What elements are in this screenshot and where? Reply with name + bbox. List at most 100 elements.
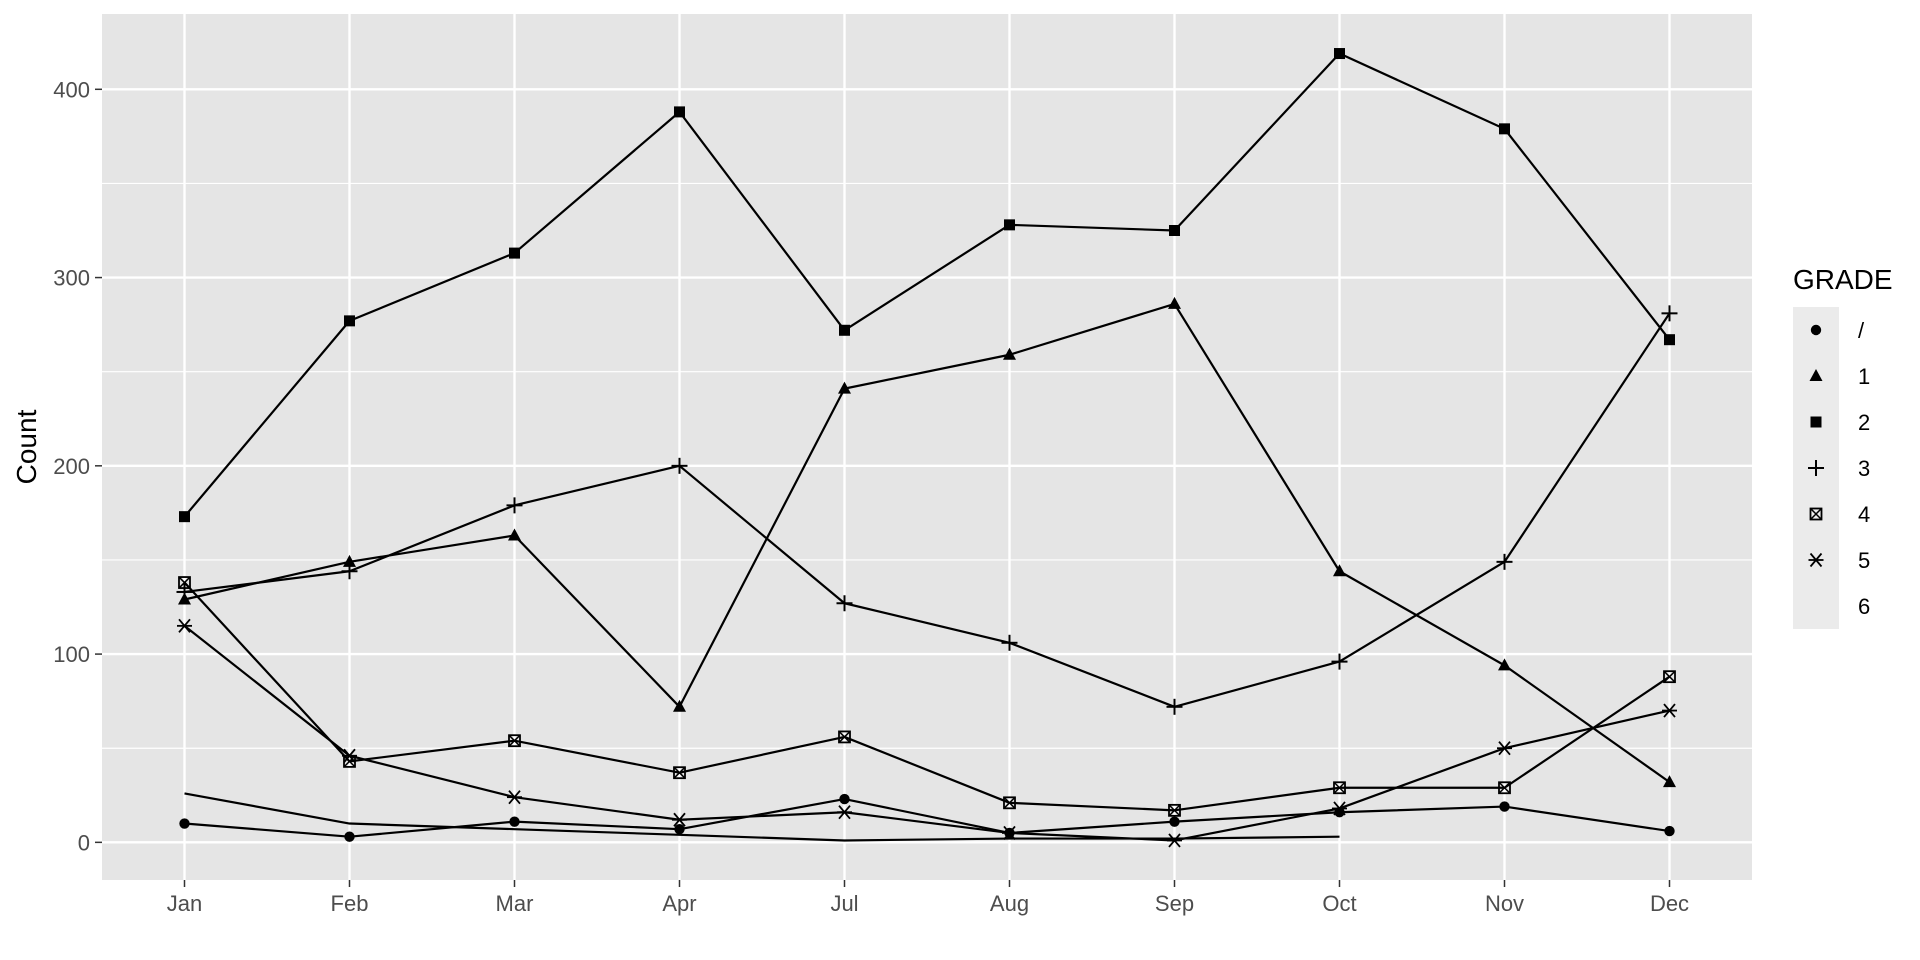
data-point [839, 793, 850, 805]
data-point [1499, 801, 1510, 812]
x-tick-label: Feb [331, 891, 369, 916]
x-tick-label: Mar [496, 891, 534, 916]
data-point [671, 457, 688, 474]
data-point [344, 315, 355, 327]
series-1 [178, 296, 1676, 788]
data-point [509, 247, 520, 259]
data-point [1663, 775, 1676, 788]
series-5 [177, 618, 1677, 848]
y-tick-label: 0 [78, 830, 90, 855]
data-point [179, 511, 190, 523]
data-point [1498, 781, 1511, 795]
data-point [1499, 123, 1510, 135]
data-point [344, 831, 355, 842]
data-point [1664, 825, 1675, 837]
data-point [1333, 564, 1346, 577]
x-tick-label: Aug [990, 891, 1029, 916]
data-point [838, 381, 851, 394]
data-point [342, 748, 357, 763]
data-point [1334, 48, 1345, 60]
data-point [509, 816, 520, 827]
series-4 [178, 576, 1676, 817]
series-2 [179, 48, 1675, 523]
data-point [1331, 653, 1348, 670]
y-tick-label: 300 [53, 266, 90, 291]
data-point [343, 554, 356, 567]
legend-symbol [1808, 552, 1824, 568]
plot-panel [102, 14, 1752, 880]
data-point [673, 766, 686, 780]
x-tick-label: Oct [1322, 891, 1356, 916]
data-point [508, 734, 521, 748]
series-line [183, 581, 1671, 812]
legend-label: 6 [1858, 594, 1870, 619]
legend-symbol [1809, 369, 1823, 381]
data-point [341, 563, 358, 580]
legend-label: / [1858, 318, 1865, 343]
y-tick-label: 400 [53, 77, 90, 102]
legend-label: 5 [1858, 548, 1870, 573]
y-axis-title: Count [11, 409, 42, 484]
data-point [838, 730, 851, 744]
legend-label: 3 [1858, 456, 1870, 481]
series-line [183, 52, 1671, 518]
data-point [1497, 741, 1512, 756]
legend-symbol [1808, 460, 1824, 476]
legend-label: 2 [1858, 410, 1870, 435]
x-axis-ticks: Jan Feb Mar Apr Jul Aug Sep Oct Nov Dec [167, 880, 1689, 916]
data-point [1168, 803, 1181, 817]
data-point [1333, 781, 1346, 795]
data-point [1001, 634, 1018, 651]
y-axis-ticks: 0 100 200 300 400 [53, 77, 102, 855]
data-point [1498, 658, 1511, 671]
data-point [507, 790, 522, 805]
data-point [178, 576, 191, 589]
data-point [672, 812, 687, 827]
x-tick-label: Apr [662, 891, 696, 916]
data-point [1167, 833, 1182, 848]
data-point [506, 497, 523, 514]
data-point [673, 699, 686, 712]
data-point [1002, 825, 1017, 841]
y-tick-label: 200 [53, 454, 90, 479]
data-point [839, 324, 850, 336]
legend-key [1793, 583, 1839, 629]
data-point [1004, 219, 1015, 231]
legend: GRADE / 1 2 3 4 5 6 [1793, 264, 1893, 629]
data-point [1496, 553, 1513, 570]
x-tick-label: Dec [1650, 891, 1689, 916]
data-point [1169, 225, 1180, 236]
legend-label: 1 [1858, 364, 1870, 389]
x-tick-label: Sep [1155, 891, 1194, 916]
y-tick-label: 100 [53, 642, 90, 667]
data-point [176, 583, 193, 600]
data-point [1168, 296, 1181, 309]
legend-symbol [1810, 416, 1822, 428]
x-tick-label: Jul [830, 891, 858, 916]
data-point [1664, 334, 1675, 346]
x-tick-label: Nov [1485, 891, 1524, 916]
legend-symbol [1809, 507, 1823, 521]
data-point [179, 818, 190, 829]
series-line [184, 312, 1671, 708]
x-tick-label: Jan [167, 891, 202, 916]
data-point [674, 823, 685, 835]
series-3 [176, 305, 1678, 715]
series-line [184, 302, 1671, 784]
data-point [1169, 816, 1180, 827]
data-point [1663, 670, 1676, 684]
data-point [177, 618, 192, 633]
data-point [837, 805, 852, 820]
data-point [1661, 305, 1678, 322]
series-line [184, 792, 1340, 842]
data-point [674, 106, 685, 118]
data-point [836, 595, 853, 612]
gridlines [102, 14, 1752, 880]
legend-symbol [1810, 324, 1822, 336]
data-point [1166, 698, 1183, 715]
data-point [508, 528, 521, 541]
legend-title: GRADE [1793, 264, 1893, 295]
data-point [1003, 796, 1016, 810]
legend-label: 4 [1858, 502, 1870, 527]
